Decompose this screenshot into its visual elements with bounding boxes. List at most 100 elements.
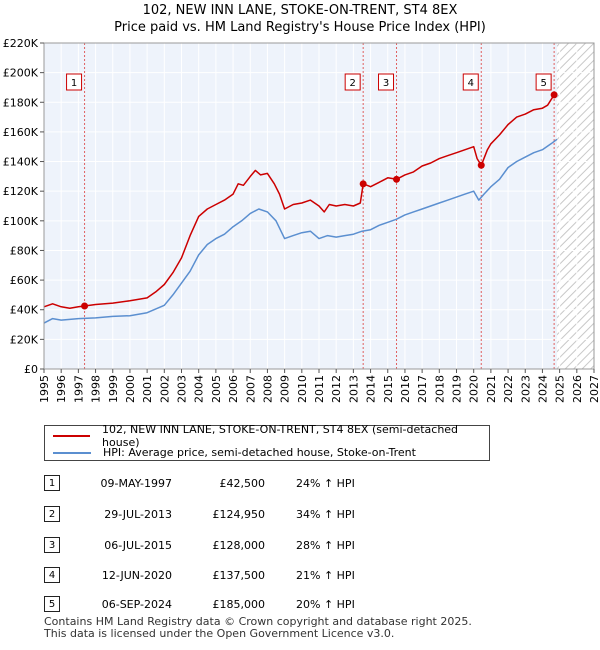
sale-number-box: 5 — [44, 596, 60, 612]
x-tick-label: 2017 — [416, 375, 429, 403]
x-tick-label: 2010 — [296, 375, 309, 403]
table-row: 3 06-JUL-2015 £128,000 28% ↑ HPI — [0, 535, 600, 559]
x-tick-label: 2024 — [536, 375, 549, 403]
y-tick-label: £80K — [10, 244, 39, 257]
x-tick-label: 2011 — [313, 375, 326, 403]
sale-price: £137,500 — [212, 569, 266, 582]
x-tick-label: 2003 — [176, 375, 189, 403]
sale-number-box: 2 — [44, 506, 60, 522]
y-tick-label: £120K — [3, 185, 39, 198]
footer-attribution: Contains HM Land Registry data © Crown c… — [44, 616, 472, 640]
x-tick-label: 2019 — [451, 375, 464, 403]
table-row: 1 09-MAY-1997 £42,500 24% ↑ HPI — [0, 473, 600, 497]
sale-point — [550, 91, 558, 99]
footer-line-copyright: Contains HM Land Registry data © Crown c… — [44, 615, 472, 628]
y-tick-label: £200K — [3, 67, 39, 80]
x-tick-label: 2018 — [433, 375, 446, 403]
x-tick-label: 2005 — [210, 375, 223, 403]
sale-number-box: 4 — [44, 567, 60, 583]
x-tick-label: 2004 — [193, 375, 206, 403]
footer-line-licence: This data is licensed under the Open Gov… — [44, 627, 395, 640]
x-tick-label: 2027 — [588, 375, 600, 403]
x-tick-label: 2009 — [279, 375, 292, 403]
x-tick-label: 2002 — [158, 375, 171, 403]
sale-date: 29-JUL-2013 — [104, 508, 172, 521]
x-tick-label: 1999 — [107, 375, 120, 403]
legend-label-hpi: HPI: Average price, semi-detached house,… — [103, 446, 416, 459]
sale-label-number: 4 — [468, 78, 474, 89]
sale-price: £124,950 — [212, 508, 266, 521]
sale-label-number: 3 — [383, 78, 389, 89]
y-tick-label: £140K — [3, 156, 39, 169]
x-tick-label: 2008 — [261, 375, 274, 403]
sale-label-number: 1 — [71, 78, 77, 89]
sale-hpi-diff: 24% ↑ HPI — [296, 477, 355, 490]
sale-label-number: 2 — [349, 78, 355, 89]
y-tick-label: £60K — [10, 274, 39, 287]
sale-date: 12-JUN-2020 — [101, 569, 172, 582]
sale-label-box — [535, 73, 552, 91]
x-tick-label: 2020 — [468, 375, 481, 403]
legend-label-property: 102, NEW INN LANE, STOKE-ON-TRENT, ST4 8… — [102, 422, 459, 449]
hpi-series-line — [43, 138, 558, 324]
x-tick-label: 2000 — [124, 375, 137, 403]
x-tick-label: 2021 — [485, 375, 498, 403]
sale-date: 06-JUL-2015 — [104, 539, 172, 552]
table-row: 4 12-JUN-2020 £137,500 21% ↑ HPI — [0, 565, 600, 589]
x-tick-label: 1998 — [90, 375, 103, 403]
y-tick-label: £40K — [10, 304, 39, 317]
x-tick-label: 2022 — [502, 375, 515, 403]
sale-point — [81, 302, 89, 310]
sale-label-number: 5 — [540, 78, 546, 89]
sale-price: £42,500 — [219, 477, 266, 490]
chart-title: 102, NEW INN LANE, STOKE-ON-TRENT, ST4 8… — [142, 3, 458, 18]
x-tick-label: 2014 — [365, 375, 378, 403]
y-tick-label: £220K — [3, 37, 39, 50]
legend-swatch-hpi — [53, 451, 91, 454]
y-tick-label: £180K — [3, 96, 39, 109]
sale-number-box: 3 — [44, 537, 60, 553]
forecast-region — [557, 43, 594, 369]
sale-point — [359, 180, 367, 188]
sale-hpi-diff: 20% ↑ HPI — [296, 598, 355, 611]
y-tick-label: £0 — [24, 363, 38, 376]
x-tick-label: 2006 — [227, 375, 240, 403]
sale-number-box: 1 — [44, 475, 60, 491]
legend-swatch-property — [53, 434, 91, 437]
x-tick-label: 2016 — [399, 375, 412, 403]
legend-item-property: 102, NEW INN LANE, STOKE-ON-TRENT, ST4 8… — [45, 423, 489, 449]
sale-price: £185,000 — [212, 598, 266, 611]
sale-hpi-diff: 28% ↑ HPI — [296, 539, 355, 552]
chart-legend: 102, NEW INN LANE, STOKE-ON-TRENT, ST4 8… — [44, 423, 490, 461]
sale-label-box — [344, 73, 361, 91]
sale-hpi-diff: 21% ↑ HPI — [296, 569, 355, 582]
sale-price: £128,000 — [212, 539, 266, 552]
x-tick-label: 2015 — [382, 375, 395, 403]
sale-label-box — [462, 73, 479, 91]
x-tick-label: 1997 — [72, 375, 85, 403]
sale-label-box — [66, 73, 83, 91]
x-tick-label: 1995 — [38, 375, 51, 403]
sale-point — [393, 175, 401, 183]
x-tick-label: 2013 — [347, 375, 360, 403]
chart-subtitle: Price paid vs. HM Land Registry's House … — [114, 20, 486, 35]
x-tick-label: 2023 — [519, 375, 532, 403]
table-row: 5 06-SEP-2024 £185,000 20% ↑ HPI — [0, 594, 600, 618]
sale-label-box — [378, 73, 395, 91]
x-tick-label: 2026 — [571, 375, 584, 403]
sale-date: 09-MAY-1997 — [100, 477, 172, 490]
x-tick-label: 2001 — [141, 375, 154, 403]
sale-hpi-diff: 34% ↑ HPI — [296, 508, 355, 521]
sale-date: 06-SEP-2024 — [101, 598, 172, 611]
y-tick-label: £20K — [10, 333, 39, 346]
legend-item-hpi: HPI: Average price, semi-detached house,… — [45, 444, 416, 461]
y-tick-label: £100K — [3, 215, 39, 228]
x-tick-label: 1996 — [55, 375, 68, 403]
sale-point — [477, 161, 485, 169]
x-tick-label: 2025 — [554, 375, 567, 403]
price-chart: 1 2 3 4 5 £0 £20K £40K £60K £80K £100K £120K £140K £… — [3, 37, 600, 403]
table-row: 2 29-JUL-2013 £124,950 34% ↑ HPI — [0, 504, 600, 528]
y-tick-label: £160K — [3, 126, 39, 139]
x-tick-label: 2007 — [244, 375, 257, 403]
x-tick-label: 2012 — [330, 375, 343, 403]
